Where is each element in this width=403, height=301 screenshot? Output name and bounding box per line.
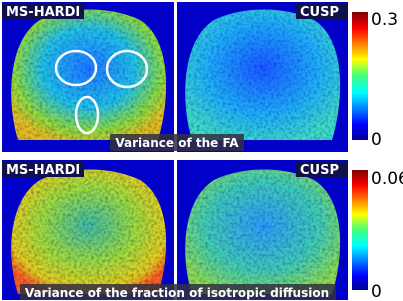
brain-image [185,10,340,141]
colorbar [352,12,368,140]
colorbar-max: 0.06 [371,169,403,189]
panel-fa: MS-HARDI CUSP Variance of the FA 0.3 0 [2,2,398,152]
colorbar-max: 0.3 [371,10,398,30]
figure: MS-HARDI CUSP Variance of the FA 0.3 0 M… [0,0,403,301]
colorbar-min: 0 [371,130,382,150]
brain-image [11,170,166,295]
method-label: MS-HARDI [6,5,80,20]
caption: Variance of the FA [115,136,239,150]
method-label: CUSP [300,5,339,20]
brain-image [11,10,166,141]
brain-image [185,170,340,295]
colorbar-min: 0 [371,282,382,301]
colorbar [352,170,368,290]
method-label: CUSP [300,163,339,178]
method-label: MS-HARDI [6,163,80,178]
caption: Variance of the fraction of isotropic di… [25,286,329,300]
panel-iso: MS-HARDI CUSP Variance of the fraction o… [2,160,403,301]
